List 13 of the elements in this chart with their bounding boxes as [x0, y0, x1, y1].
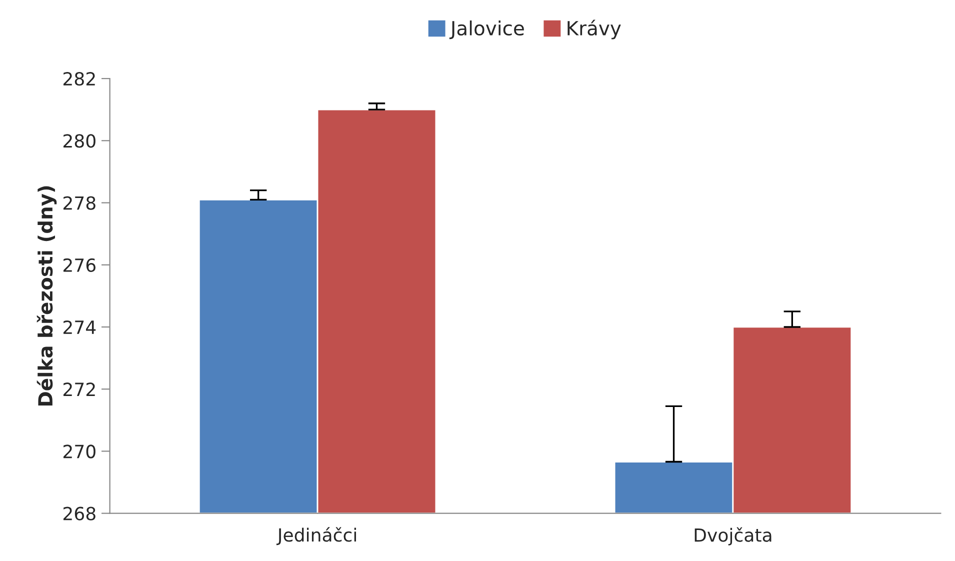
y-tick-label: 282 — [63, 72, 95, 86]
y-tick-label: 274 — [63, 320, 96, 334]
y-tick-label: 270 — [63, 444, 96, 458]
legend-label: Jalovice — [449, 20, 524, 40]
y-tick-label: 272 — [63, 382, 95, 396]
x-tick-label: Dvojčata — [694, 527, 772, 546]
y-tick-label: 280 — [63, 134, 96, 148]
legend-label: Krávy — [568, 20, 621, 40]
y-axis-title: Délka březosti (dny) — [36, 186, 57, 406]
y-tick-label: 268 — [63, 506, 96, 520]
y-tick-label: 278 — [63, 196, 96, 210]
y-tick-label: 276 — [63, 258, 96, 272]
x-tick-label: Jedináčci — [276, 527, 356, 546]
